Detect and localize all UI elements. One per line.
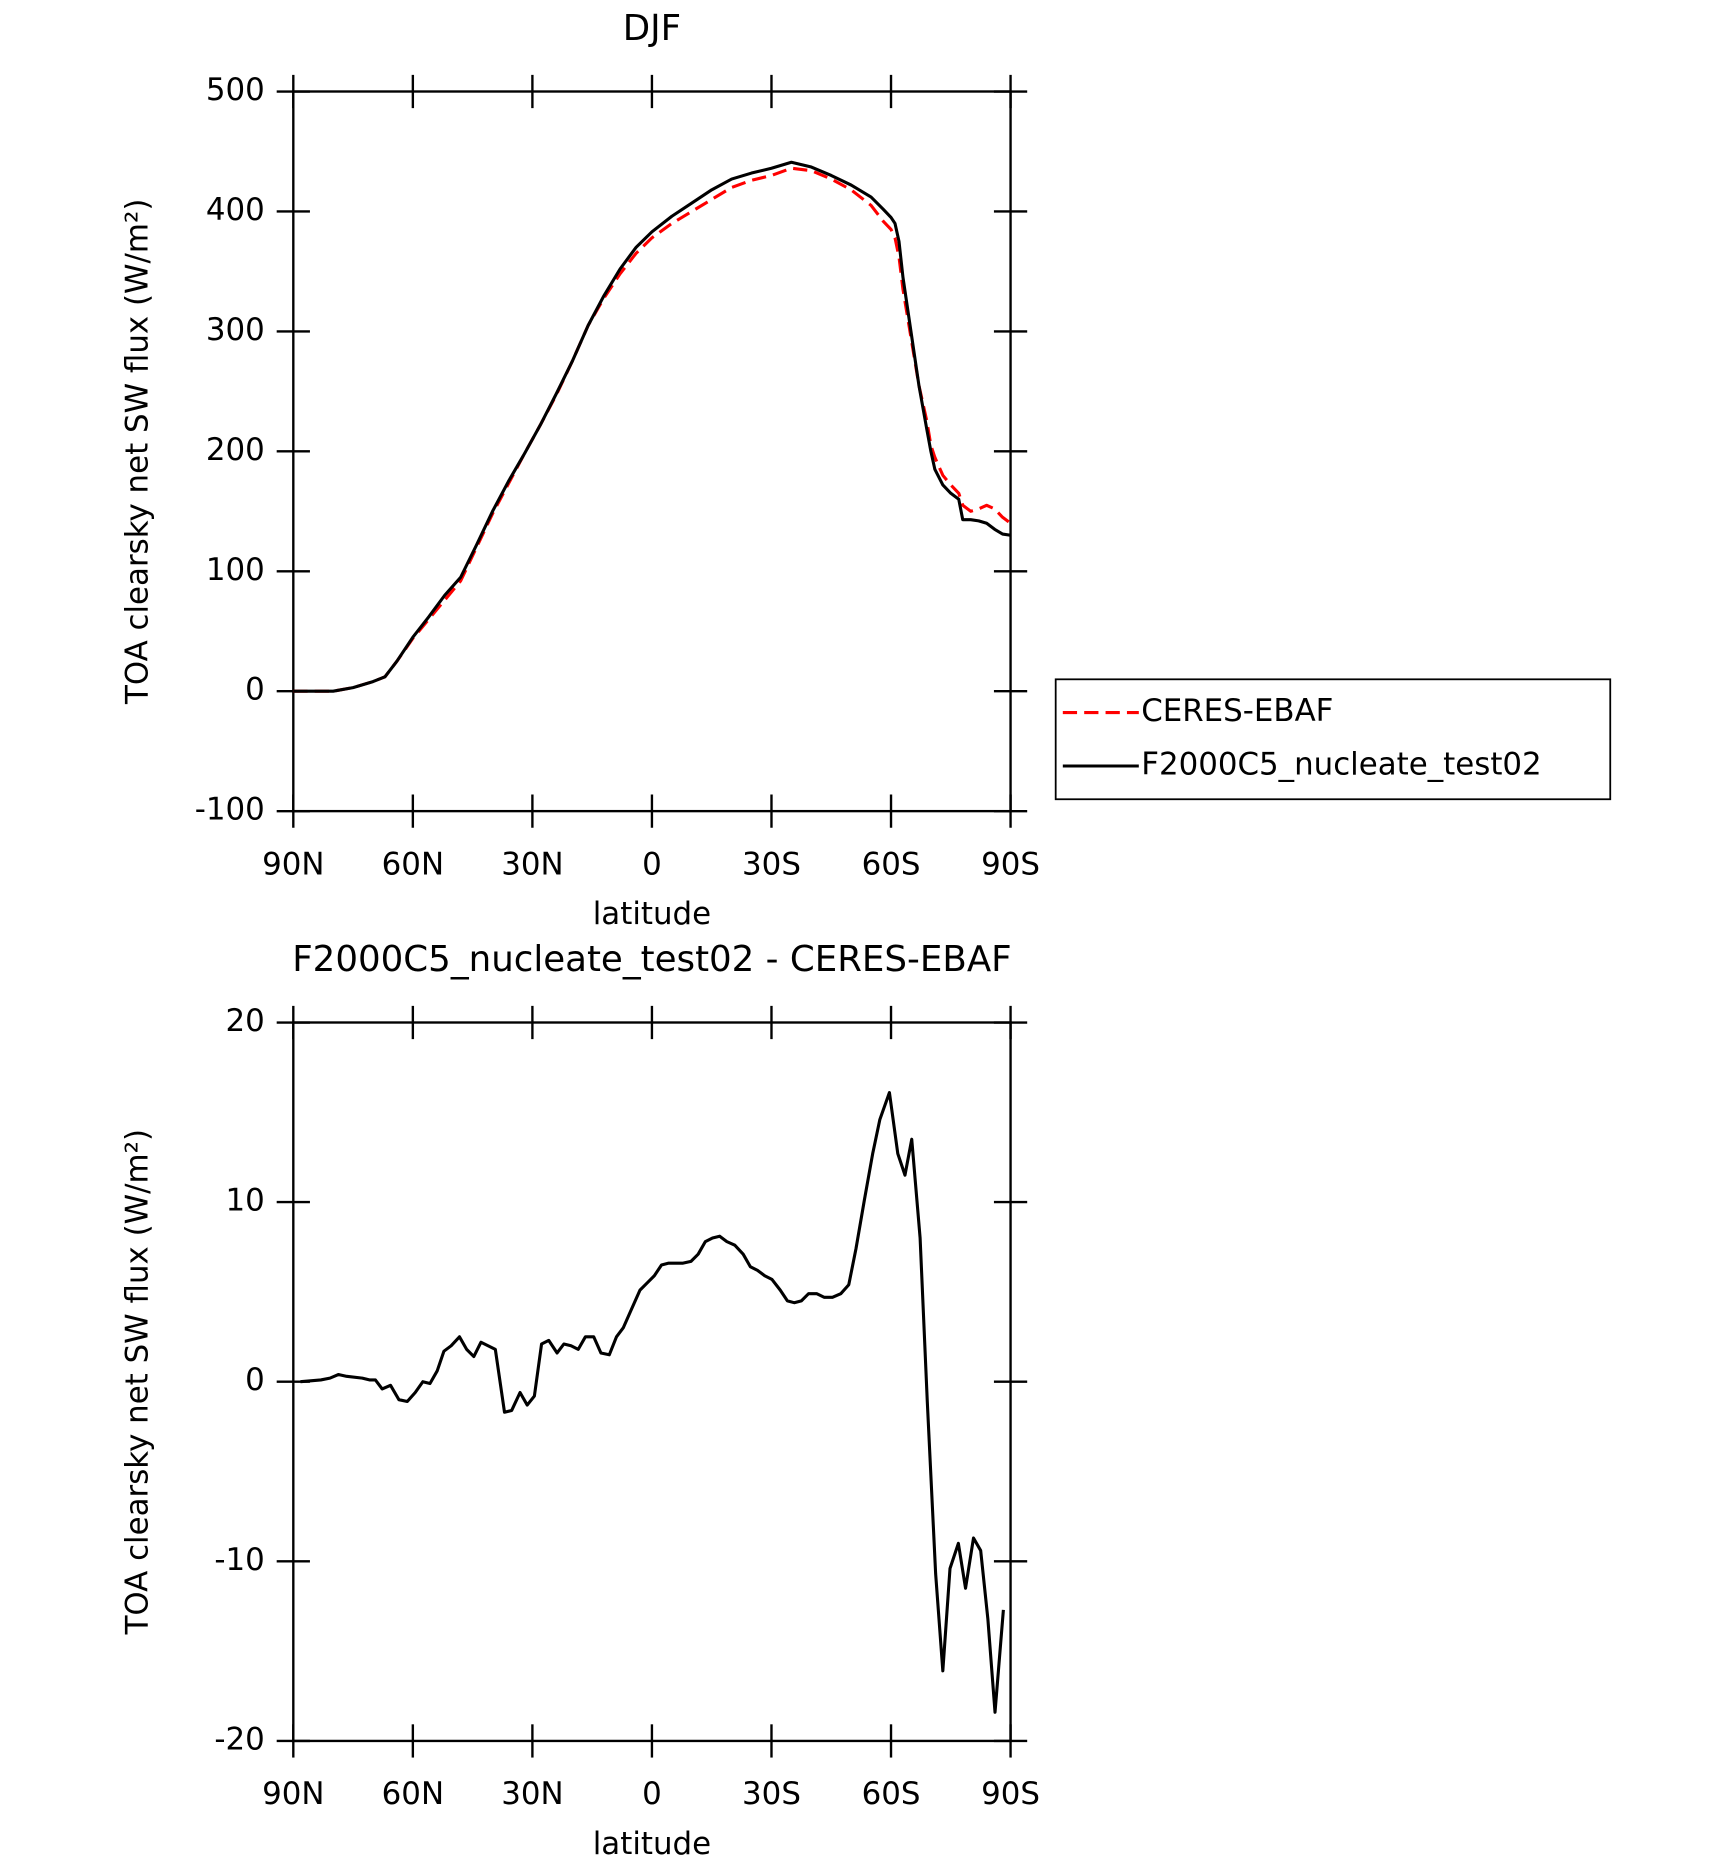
x-tick-label: 60S xyxy=(862,1776,921,1812)
x-tick-label: 60N xyxy=(382,846,444,882)
legend-label: CERES-EBAF xyxy=(1141,693,1333,729)
data-line xyxy=(300,1091,1005,1714)
x-tick-label: 90S xyxy=(981,846,1040,882)
y-tick-label: 500 xyxy=(206,72,265,108)
legend-box xyxy=(1054,678,1612,801)
x-tick-label: 90N xyxy=(262,846,324,882)
y-tick-label: 10 xyxy=(226,1183,265,1219)
y-tick-label: 400 xyxy=(206,192,265,228)
y-tick-label: 20 xyxy=(226,1003,265,1039)
x-tick-label: 0 xyxy=(642,1776,662,1812)
y-axis-label: TOA clearsky net SW flux (W/m²) xyxy=(119,199,155,705)
x-tick-label: 30N xyxy=(501,846,563,882)
data-line xyxy=(293,160,1011,693)
y-tick-label: 0 xyxy=(245,672,265,708)
y-tick-label: -20 xyxy=(214,1721,264,1757)
x-tick-label: 60N xyxy=(382,1776,444,1812)
legend-label: F2000C5_nucleate_test02 xyxy=(1141,747,1542,783)
y-tick-label: -10 xyxy=(214,1542,264,1578)
y-tick-label: 100 xyxy=(206,552,265,588)
x-axis-label: latitude xyxy=(593,896,711,932)
data-line xyxy=(293,166,1012,693)
plot-frame xyxy=(292,1021,1012,1743)
y-tick-label: 200 xyxy=(206,432,265,468)
x-tick-label: 90N xyxy=(262,1776,324,1812)
x-tick-label: 90S xyxy=(981,1776,1040,1812)
y-tick-label: -100 xyxy=(195,792,265,828)
x-tick-label: 30S xyxy=(742,1776,801,1812)
x-tick-label: 0 xyxy=(642,846,662,882)
x-tick-label: 60S xyxy=(862,846,921,882)
x-axis-label: latitude xyxy=(593,1826,711,1855)
legend: CERES-EBAF F2000C5_nucleate_test02 xyxy=(1054,678,1612,801)
y-tick-label: 300 xyxy=(206,312,265,348)
x-tick-label: 30S xyxy=(742,846,801,882)
chart-title: F2000C5_nucleate_test02 - CERES-EBAF xyxy=(292,939,1011,980)
x-tick-label: 30N xyxy=(501,1776,563,1812)
plot-frame xyxy=(292,90,1012,813)
y-axis-label: TOA clearsky net SW flux (W/m²) xyxy=(119,1129,155,1635)
y-tick-label: 0 xyxy=(245,1362,265,1398)
chart-title: DJF xyxy=(623,8,681,49)
